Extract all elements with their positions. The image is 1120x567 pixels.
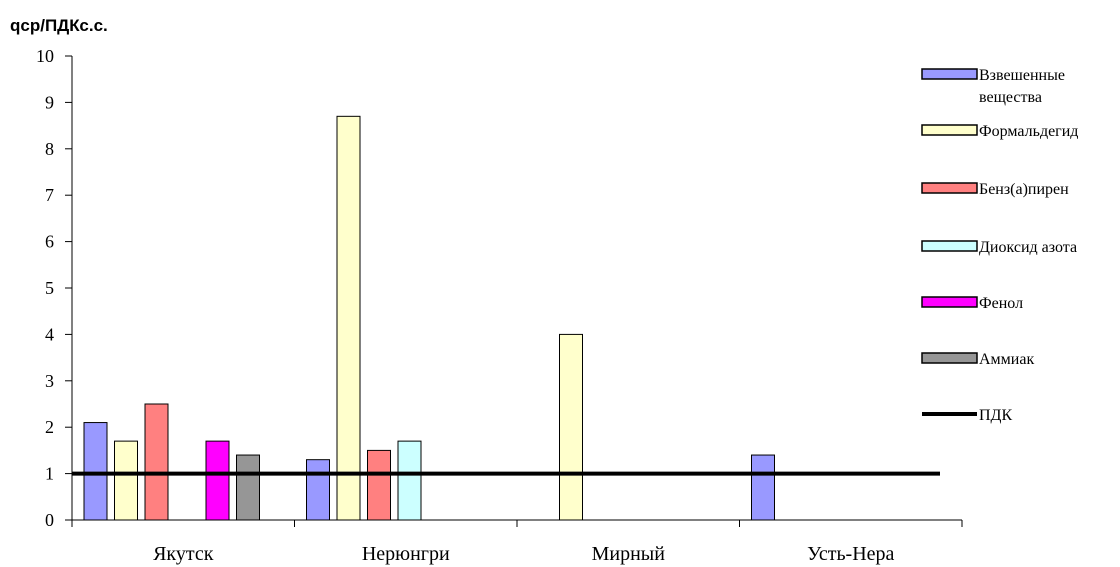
- y-tick-label: 0: [45, 510, 54, 530]
- x-tick-label: Якутск: [153, 543, 214, 565]
- legend-label: Фенол: [979, 295, 1023, 312]
- legend-swatch: [921, 68, 978, 80]
- y-tick-label: 5: [45, 278, 54, 298]
- legend-swatch: [921, 182, 978, 194]
- bar: [559, 333, 583, 521]
- bar: [751, 454, 775, 521]
- bars: [83, 115, 775, 521]
- bar: [144, 403, 169, 521]
- legend-label: Взвешенные: [979, 67, 1065, 84]
- y-tick-label: 8: [45, 139, 54, 159]
- legend-label: ПДК: [979, 407, 1012, 424]
- y-tick-label: 2: [45, 417, 54, 437]
- x-tick-label: Усть-Нера: [807, 543, 894, 565]
- bar: [114, 440, 138, 521]
- bar: [397, 440, 422, 521]
- y-tick-label: 6: [45, 232, 54, 252]
- legend-swatch: [921, 296, 978, 308]
- y-tick-label: 3: [45, 371, 54, 391]
- y-tick-label: 10: [36, 46, 54, 66]
- y-tick-label: 9: [45, 92, 54, 112]
- bar: [205, 440, 230, 521]
- legend-swatch: [921, 240, 978, 252]
- x-tick-label: Мирный: [592, 543, 666, 565]
- y-tick-label: 4: [45, 324, 54, 344]
- axes: 0 1 2 3 4 5 6 7 8 9 10 Якутск Нерюнгри Мирный Усть-Нер…: [36, 46, 963, 565]
- legend: Взвешенные вещества Формальдегид Бенз(а)пир…: [921, 67, 1078, 424]
- bar: [83, 422, 108, 521]
- legend-swatch: [921, 352, 978, 364]
- legend-label: Аммиак: [979, 351, 1034, 368]
- x-tick-label: Нерюнгри: [362, 543, 450, 565]
- bar: [336, 115, 361, 521]
- legend-label: Бенз(а)пирен: [979, 181, 1069, 198]
- legend-swatch: [921, 124, 978, 136]
- y-tick-label: 1: [45, 464, 54, 484]
- legend-label: Диоксид азота: [979, 239, 1077, 256]
- legend-label: вещества: [979, 89, 1042, 106]
- legend-label: Формальдегид: [979, 123, 1078, 140]
- y-axis-label: qср/ПДКс.с.: [10, 16, 108, 35]
- y-tick-label: 7: [45, 185, 54, 205]
- bar: [236, 454, 260, 521]
- bar: [367, 449, 391, 521]
- bar: [306, 459, 330, 521]
